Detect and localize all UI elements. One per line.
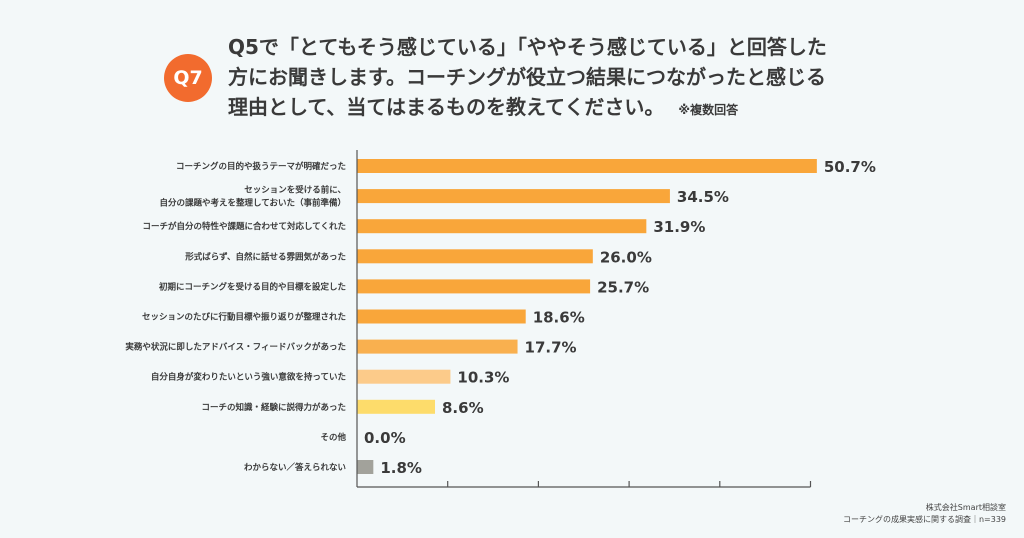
- category-label: 自分の課題や考えを整理しておいた（事前準備）: [160, 198, 347, 209]
- value-label: 0.0%: [364, 429, 406, 447]
- bar: [357, 309, 526, 324]
- category-label: わからない／答えられない: [244, 462, 346, 473]
- bar: [357, 279, 591, 294]
- page-title: Q5で「とてもそう感じている」「ややそう感じている」と回答した 方にお聞きします…: [228, 32, 888, 125]
- footer: 株式会社Smart相談室 コーチングの成果実感に関する調査｜n=339: [843, 502, 1006, 526]
- category-label: 自分自身が変わりたいという強い意欲を持っていた: [151, 372, 346, 383]
- value-label: 31.9%: [653, 218, 705, 236]
- title-line-text: 理由として、当てはまるものを教えてください。: [228, 95, 665, 119]
- category-label: コーチの知識・経験に説得力があった: [201, 402, 346, 413]
- value-label: 34.5%: [677, 188, 729, 206]
- category-label: コーチングの目的や扱うテーマが明確だった: [176, 161, 346, 172]
- bar: [357, 399, 436, 414]
- bar: [357, 339, 518, 354]
- bar: [357, 219, 647, 234]
- survey-info: コーチングの成果実感に関する調査｜n=339: [842, 515, 1006, 524]
- value-label: 25.7%: [597, 278, 649, 296]
- category-label: セッションのたびに行動目標や振り返りが整理された: [142, 312, 346, 323]
- multiple-answer-note: ※複数回答: [678, 103, 739, 117]
- bar: [357, 249, 593, 264]
- bar: [357, 159, 817, 173]
- value-label: 18.6%: [533, 309, 585, 327]
- value-label: 50.7%: [824, 158, 876, 176]
- category-label: 初期にコーチングを受ける目的や目標を設定した: [159, 281, 346, 292]
- bar: [357, 460, 374, 474]
- category-label: セッションを受ける前に、: [244, 185, 346, 196]
- category-label: 実務や状況に即したアドバイス・フィードバックがあった: [125, 342, 346, 353]
- title-line: Q5で「とてもそう感じている」「ややそう感じている」と回答した: [228, 35, 827, 59]
- bar: [357, 189, 670, 204]
- category-label: 形式ばらず、自然に話せる雰囲気があった: [185, 251, 346, 262]
- company-name: 株式会社Smart相談室: [925, 503, 1006, 512]
- value-label: 10.3%: [457, 369, 509, 387]
- category-label: コーチが自分の特性や課題に合わせて対応してくれた: [143, 221, 347, 232]
- value-label: 1.8%: [380, 459, 422, 477]
- title-line: 理由として、当てはまるものを教えてください。 ※複数回答: [228, 92, 888, 125]
- question-badge: Q7: [164, 54, 212, 102]
- value-label: 26.0%: [600, 248, 652, 266]
- category-label: その他: [320, 432, 346, 443]
- title-line: 方にお聞きします。コーチングが役立つ結果につながったと感じる: [228, 65, 826, 89]
- bar: [357, 369, 451, 384]
- value-label: 8.6%: [442, 399, 484, 417]
- value-label: 17.7%: [525, 339, 577, 357]
